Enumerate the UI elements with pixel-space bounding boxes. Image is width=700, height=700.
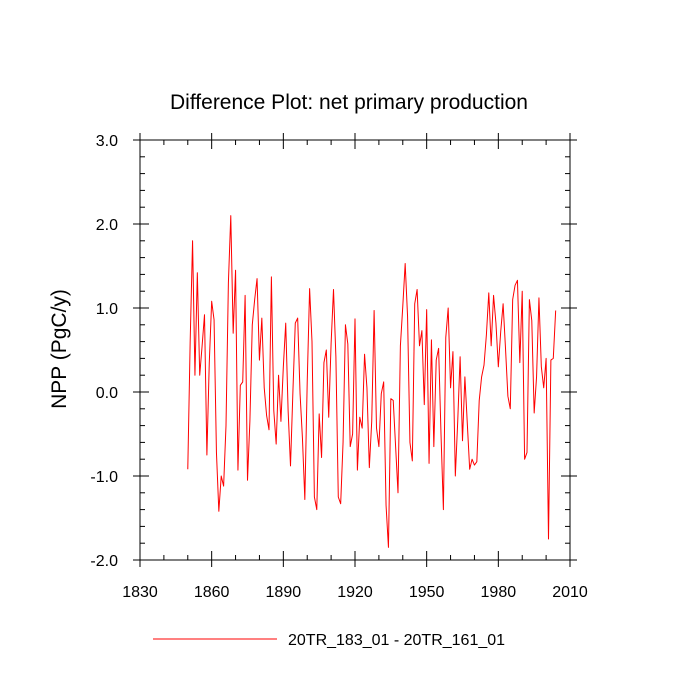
y-tick-label: 1.0 — [96, 301, 118, 318]
x-tick-label: 1980 — [481, 584, 517, 601]
x-tick-label: 1830 — [122, 584, 158, 601]
legend-label-series-1: 20TR_183_01 - 20TR_161_01 — [288, 632, 505, 649]
legend: 20TR_183_01 - 20TR_161_01 — [153, 632, 505, 649]
chart-title: Difference Plot: net primary production — [170, 91, 528, 114]
x-tick-label: 2010 — [552, 584, 588, 601]
y-axis: -2.0 -1.0 0.0 1.0 2.0 3.0 — [90, 133, 577, 570]
y-tick-label: 3.0 — [96, 133, 118, 150]
x-tick-label: 1920 — [337, 584, 373, 601]
x-tick-label: 1890 — [266, 584, 302, 601]
x-minor-ticks — [163, 140, 547, 560]
y-tick-label: -2.0 — [90, 553, 118, 570]
x-tick-label: 1950 — [409, 584, 445, 601]
series-group — [187, 215, 557, 548]
y-minor-ticks — [140, 156, 570, 544]
x-tick-label: 1860 — [194, 584, 230, 601]
y-tick-label: -1.0 — [90, 469, 118, 486]
y-axis-label: NPP (PgC/y) — [48, 289, 71, 409]
y-tick-label: 2.0 — [96, 217, 118, 234]
x-axis: 1830 1860 1890 1920 1950 1980 2010 — [122, 133, 588, 601]
series-line-1 — [187, 215, 557, 548]
y-tick-label: 0.0 — [96, 385, 118, 402]
